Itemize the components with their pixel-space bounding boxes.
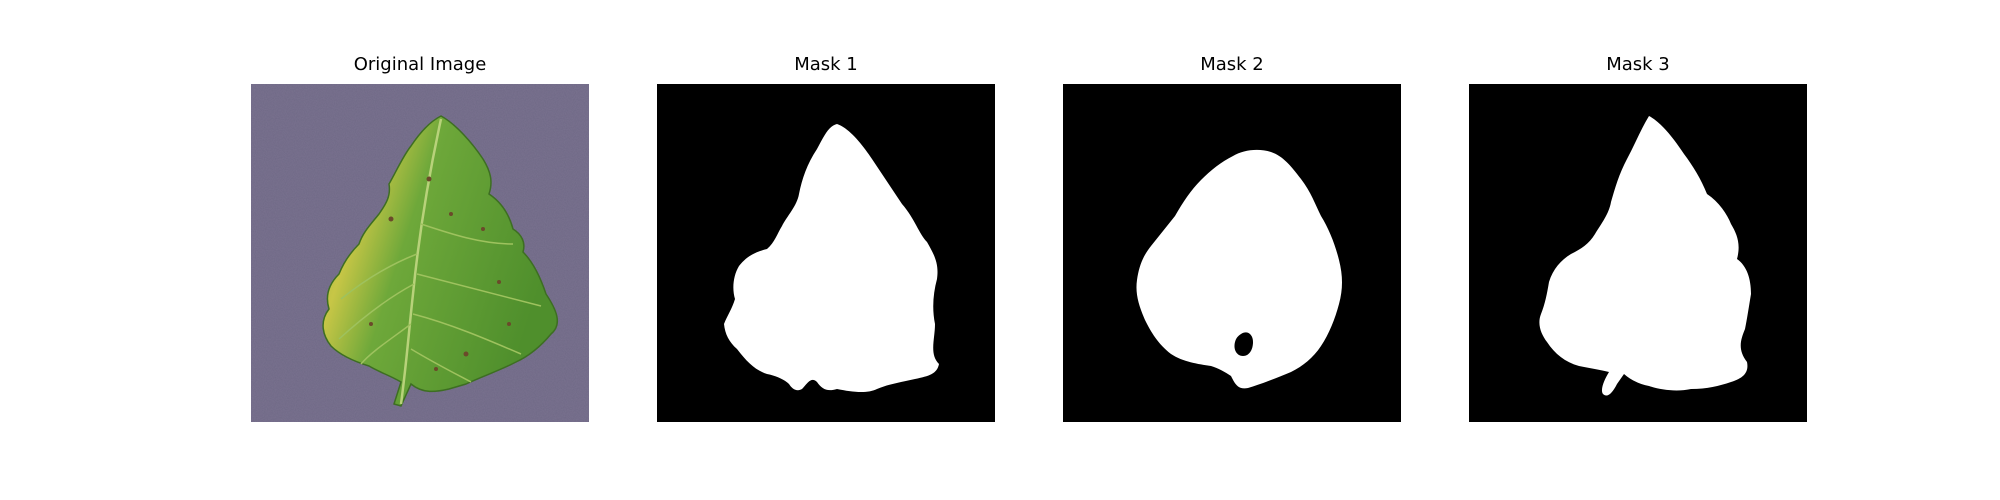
mask-region	[1136, 149, 1342, 389]
panel-original-image: Original Image	[251, 48, 589, 82]
panel-mask-1: Mask 1	[657, 48, 995, 82]
mask-region	[724, 124, 939, 393]
original-image	[251, 84, 589, 422]
mask-2-image	[1063, 84, 1401, 422]
panel-mask-2: Mask 2	[1063, 48, 1401, 82]
leaf	[322, 115, 559, 407]
panel-title-original-image: Original Image	[353, 54, 487, 75]
panel-title-mask-3: Mask 3	[1606, 54, 1670, 75]
mask-1-image	[657, 84, 995, 422]
mask-3-image	[1469, 84, 1807, 422]
mask-hole	[1234, 332, 1253, 356]
panel-title-mask-2: Mask 2	[1200, 54, 1264, 75]
panel-mask-3: Mask 3	[1469, 48, 1807, 82]
panel-title-mask-1: Mask 1	[794, 54, 858, 75]
mask-region	[1539, 116, 1751, 396]
